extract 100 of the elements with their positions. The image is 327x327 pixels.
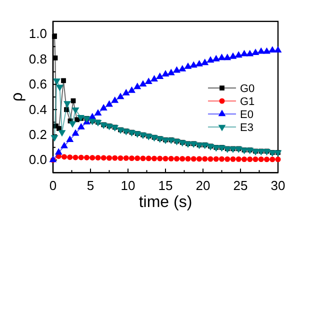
point [140, 156, 146, 162]
point [247, 156, 253, 162]
y-tick-label: 0.0 [28, 152, 47, 168]
point [162, 70, 170, 76]
y-tick-label: 0.8 [28, 51, 47, 66]
point [234, 51, 242, 58]
point [61, 78, 66, 84]
point [162, 156, 168, 162]
point [58, 130, 66, 137]
point [53, 78, 60, 85]
point [72, 154, 78, 160]
legend-label: E3 [240, 122, 254, 134]
point [72, 129, 80, 136]
point [128, 155, 135, 161]
point [184, 62, 192, 69]
point [202, 156, 208, 162]
point [100, 104, 108, 110]
point [229, 52, 237, 59]
point [100, 155, 106, 161]
point [123, 155, 129, 161]
y-axis-title: ρ [9, 92, 26, 102]
point [196, 156, 202, 162]
point [275, 156, 281, 162]
point [118, 155, 124, 161]
point [178, 64, 186, 72]
y-tick-label: 0.4 [28, 102, 47, 117]
point [168, 156, 174, 162]
point [218, 54, 226, 60]
point [66, 136, 74, 142]
point [64, 107, 69, 112]
x-tick-label: 25 [233, 178, 248, 193]
x-tick-label: 10 [120, 178, 136, 193]
point [252, 156, 258, 162]
point [252, 48, 260, 56]
point [241, 156, 248, 162]
x-tick-label: 5 [86, 178, 94, 193]
point [240, 50, 248, 56]
point [72, 107, 80, 114]
point [236, 156, 242, 162]
point [112, 155, 118, 161]
point [268, 46, 276, 53]
point [156, 72, 164, 79]
point [201, 58, 209, 66]
point [257, 47, 265, 54]
point [78, 154, 84, 160]
point [230, 156, 236, 162]
point [218, 156, 225, 162]
point [196, 60, 203, 66]
x-tick-label: 30 [270, 178, 286, 193]
y-tick-label: 1.0 [28, 26, 47, 42]
x-tick-label: 0 [49, 178, 57, 193]
point [128, 86, 136, 93]
point [111, 96, 119, 103]
point [190, 156, 196, 162]
point [67, 154, 73, 160]
point [185, 156, 191, 162]
point [134, 82, 142, 90]
point [122, 88, 130, 96]
point [150, 75, 158, 82]
point [246, 50, 254, 56]
x-tick-label: 15 [158, 178, 173, 193]
point [167, 68, 175, 76]
point [174, 156, 180, 162]
point [144, 78, 152, 84]
point [61, 154, 68, 160]
point [88, 112, 96, 120]
point [134, 155, 140, 161]
point [95, 154, 101, 160]
point [264, 156, 270, 162]
point [270, 156, 276, 162]
y-tick-label: 0.6 [28, 76, 47, 92]
point [212, 54, 220, 62]
point [60, 142, 68, 148]
point [64, 101, 71, 108]
x-tick-label: 20 [196, 178, 210, 193]
point [224, 54, 232, 60]
point [54, 148, 62, 155]
point [94, 109, 102, 116]
point [206, 56, 214, 63]
point [106, 155, 112, 161]
point [151, 156, 158, 162]
point [106, 100, 113, 107]
legend-label: G1 [240, 96, 255, 108]
x-axis-title: time (s) [138, 194, 192, 211]
point [157, 156, 163, 162]
point [213, 156, 219, 162]
y-tick-label: 0.2 [28, 126, 47, 142]
legend-label: G0 [240, 83, 255, 95]
point [180, 156, 186, 162]
point [173, 66, 180, 73]
point [208, 156, 214, 162]
point [77, 122, 85, 130]
point [84, 154, 90, 160]
point [146, 156, 152, 162]
point [68, 121, 76, 128]
point [116, 92, 124, 100]
point [90, 154, 96, 160]
point [263, 47, 270, 54]
point [50, 135, 58, 142]
point [274, 46, 282, 53]
